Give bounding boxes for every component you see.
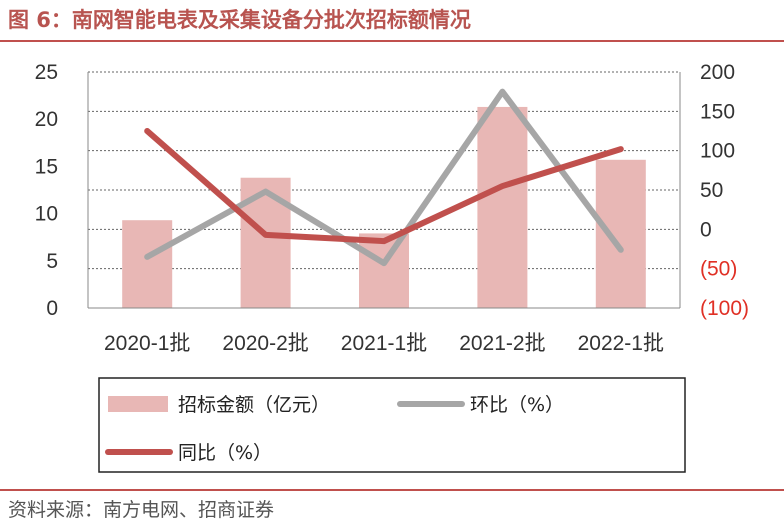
axes: 0 5 10 15 20 25 (100) (50) 0 50 100 150 200 2020-1批 20… (35, 61, 749, 355)
legend-label-0: 招标金额（亿元） (178, 394, 330, 416)
left-tick-label: 20 (35, 108, 58, 131)
category-label: 2021-2批 (459, 332, 545, 355)
series-line-0 (144, 88, 624, 267)
bar-4 (595, 159, 646, 308)
bar-2 (359, 233, 409, 308)
title-rule (0, 40, 784, 42)
figure-title: 图 6：南网智能电表及采集设备分批次招标额情况 (8, 8, 471, 32)
legend: 招标金额（亿元） 环比（%） 同比（%） (98, 377, 686, 473)
bar-series (122, 106, 646, 308)
right-tick-label: (50) (700, 258, 737, 281)
bar-3 (477, 106, 528, 308)
left-tick-label: 15 (35, 155, 58, 178)
series-line-1 (144, 128, 624, 245)
combo-chart: 0 5 10 15 20 25 (100) (50) 0 50 100 150 200 2020-1批 20… (35, 61, 749, 473)
left-tick-label: 0 (46, 297, 58, 320)
legend-box (98, 377, 686, 473)
category-label: 2020-1批 (104, 332, 190, 355)
legend-label-2: 同比（%） (178, 442, 272, 464)
right-tick-label: 200 (700, 61, 735, 84)
bar-1 (240, 177, 291, 308)
left-tick-label: 10 (35, 203, 58, 226)
category-label: 2021-1批 (341, 332, 427, 355)
source-rule (0, 489, 784, 491)
category-label: 2020-2批 (222, 332, 308, 355)
category-label: 2022-1批 (578, 332, 664, 355)
right-tick-label: (100) (700, 297, 749, 320)
right-tick-label: 100 (700, 140, 735, 163)
bar-0 (122, 220, 173, 308)
right-tick-label: 150 (700, 100, 735, 123)
legend-swatch-0 (108, 396, 168, 412)
figure-source: 资料来源：南方电网、招商证券 (8, 499, 275, 521)
left-tick-label: 5 (46, 250, 58, 273)
left-tick-label: 25 (35, 61, 58, 84)
line-series (144, 88, 624, 267)
right-tick-label: 50 (700, 179, 723, 202)
right-tick-label: 0 (700, 218, 712, 241)
legend-label-1: 环比（%） (470, 394, 564, 416)
